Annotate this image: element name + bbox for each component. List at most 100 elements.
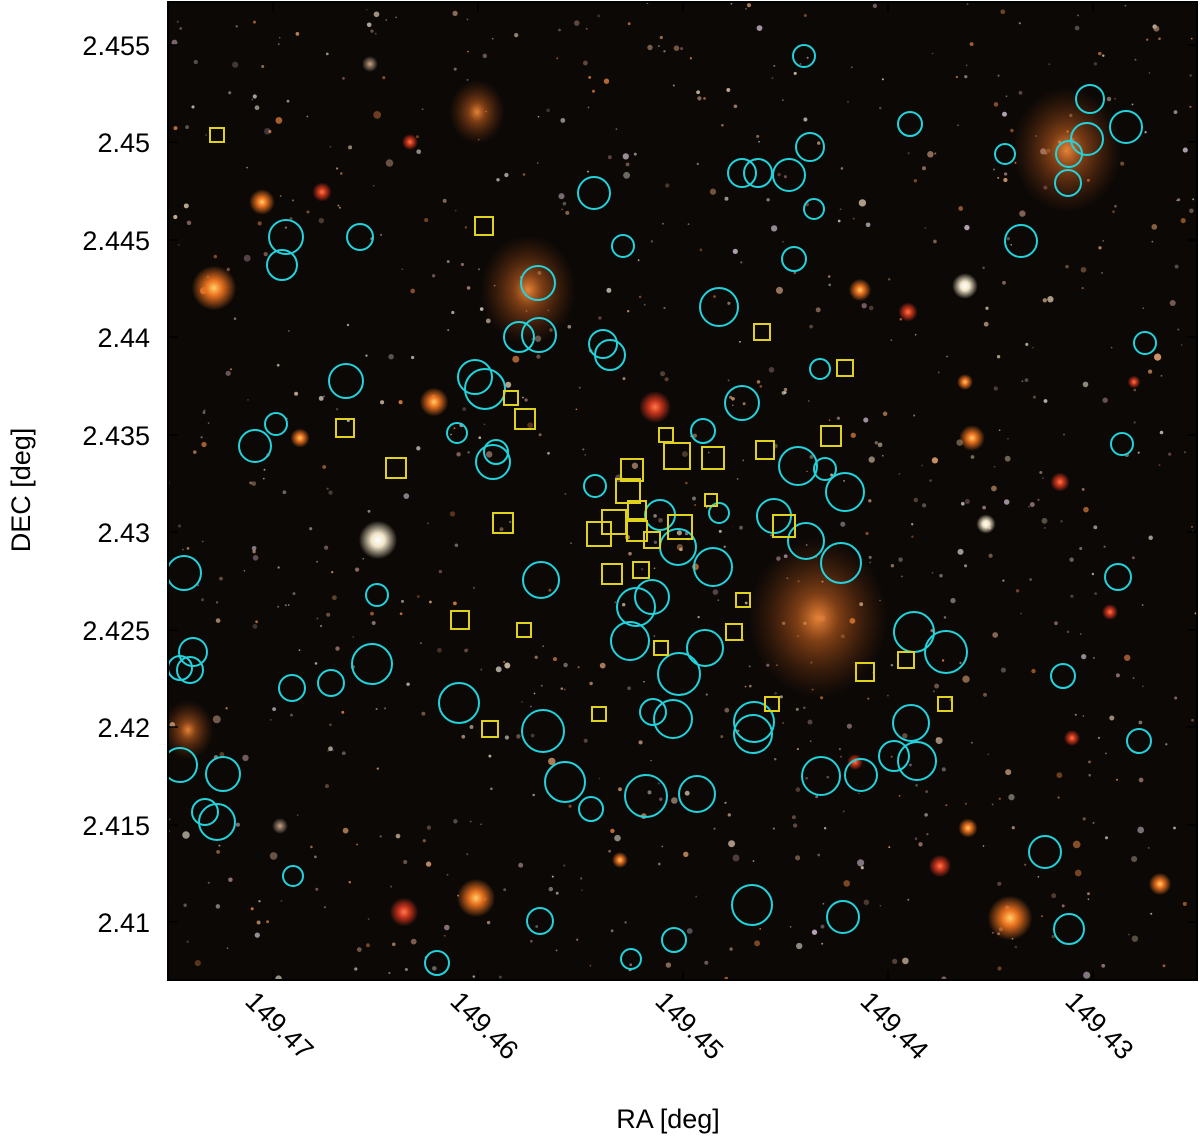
faint-source	[269, 719, 272, 721]
faint-source	[820, 924, 825, 929]
faint-source	[941, 659, 945, 662]
galaxy	[249, 189, 275, 215]
faint-source	[477, 268, 481, 271]
faint-source	[518, 862, 524, 868]
faint-source	[934, 152, 937, 155]
faint-source	[1021, 380, 1024, 383]
faint-source	[640, 567, 644, 571]
circle-marker	[475, 444, 511, 480]
faint-source	[882, 411, 888, 417]
faint-source	[490, 787, 493, 791]
faint-source	[399, 612, 403, 616]
faint-source	[257, 221, 262, 226]
faint-source	[1124, 654, 1131, 661]
faint-source	[1189, 208, 1194, 214]
faint-source	[215, 618, 221, 623]
faint-source	[828, 283, 832, 287]
faint-source	[868, 499, 872, 503]
faint-source	[843, 479, 846, 482]
galaxy	[847, 754, 863, 770]
galaxy	[402, 134, 418, 150]
faint-source	[278, 36, 281, 39]
faint-source	[692, 496, 696, 501]
faint-source	[811, 929, 818, 935]
faint-source	[881, 78, 884, 81]
circle-marker	[897, 111, 923, 137]
faint-source	[982, 266, 985, 270]
faint-source	[558, 193, 565, 200]
faint-source	[551, 875, 554, 878]
x-axis-label: RA [deg]	[616, 1104, 720, 1134]
galaxy	[1050, 472, 1070, 492]
faint-source	[618, 787, 622, 792]
faint-source	[182, 548, 184, 551]
faint-source	[1146, 38, 1149, 41]
faint-source	[587, 106, 590, 109]
faint-source	[449, 511, 456, 517]
faint-source	[395, 833, 401, 839]
faint-source	[183, 903, 187, 907]
y-tick-label: 2.455	[82, 31, 150, 61]
faint-source	[529, 939, 533, 943]
circle-marker	[365, 583, 389, 607]
faint-source	[255, 620, 258, 624]
circle-marker	[328, 363, 364, 399]
circle-marker	[743, 158, 773, 188]
faint-source	[225, 707, 228, 710]
faint-source	[186, 940, 189, 944]
faint-source	[424, 218, 429, 223]
faint-source	[495, 666, 502, 673]
faint-source	[697, 615, 700, 619]
faint-source	[867, 697, 870, 700]
faint-source	[941, 767, 946, 772]
faint-source	[766, 198, 770, 202]
faint-source	[1014, 945, 1018, 949]
faint-source	[681, 451, 688, 458]
faint-source	[732, 404, 734, 407]
faint-source	[576, 938, 579, 941]
faint-source	[522, 396, 524, 399]
circle-marker	[578, 796, 604, 822]
faint-source	[194, 959, 201, 967]
faint-source	[803, 117, 808, 122]
faint-source	[662, 222, 664, 225]
faint-source	[592, 89, 595, 93]
bright-galaxy-halo	[449, 79, 505, 145]
faint-source	[331, 595, 337, 601]
faint-source	[846, 723, 852, 729]
faint-source	[1191, 718, 1194, 722]
faint-source	[823, 826, 827, 830]
faint-source	[1018, 90, 1023, 95]
faint-source	[533, 692, 536, 695]
faint-source	[911, 523, 914, 526]
faint-source	[782, 99, 784, 101]
faint-source	[185, 125, 189, 129]
faint-source	[242, 754, 249, 762]
faint-source	[1008, 794, 1015, 801]
faint-source	[597, 14, 601, 18]
faint-source	[365, 354, 368, 357]
faint-source	[564, 492, 567, 495]
faint-source	[733, 104, 738, 109]
faint-source	[416, 446, 421, 451]
faint-source	[486, 920, 491, 925]
faint-source	[863, 899, 870, 906]
faint-source	[909, 763, 912, 767]
faint-source	[342, 77, 345, 80]
faint-source	[568, 804, 572, 808]
faint-source	[395, 16, 398, 19]
faint-source	[653, 514, 657, 518]
faint-source	[1101, 963, 1106, 968]
x-tick-label: 149.43	[1060, 986, 1140, 1066]
faint-source	[1103, 545, 1106, 548]
circle-marker	[897, 741, 937, 781]
faint-source	[638, 295, 642, 299]
faint-source	[346, 323, 350, 327]
faint-source	[983, 692, 987, 697]
faint-source	[366, 22, 372, 28]
galaxy	[1127, 375, 1141, 389]
circle-marker	[825, 472, 865, 512]
faint-source	[376, 767, 379, 770]
faint-source	[988, 553, 993, 558]
square-marker	[836, 359, 854, 377]
